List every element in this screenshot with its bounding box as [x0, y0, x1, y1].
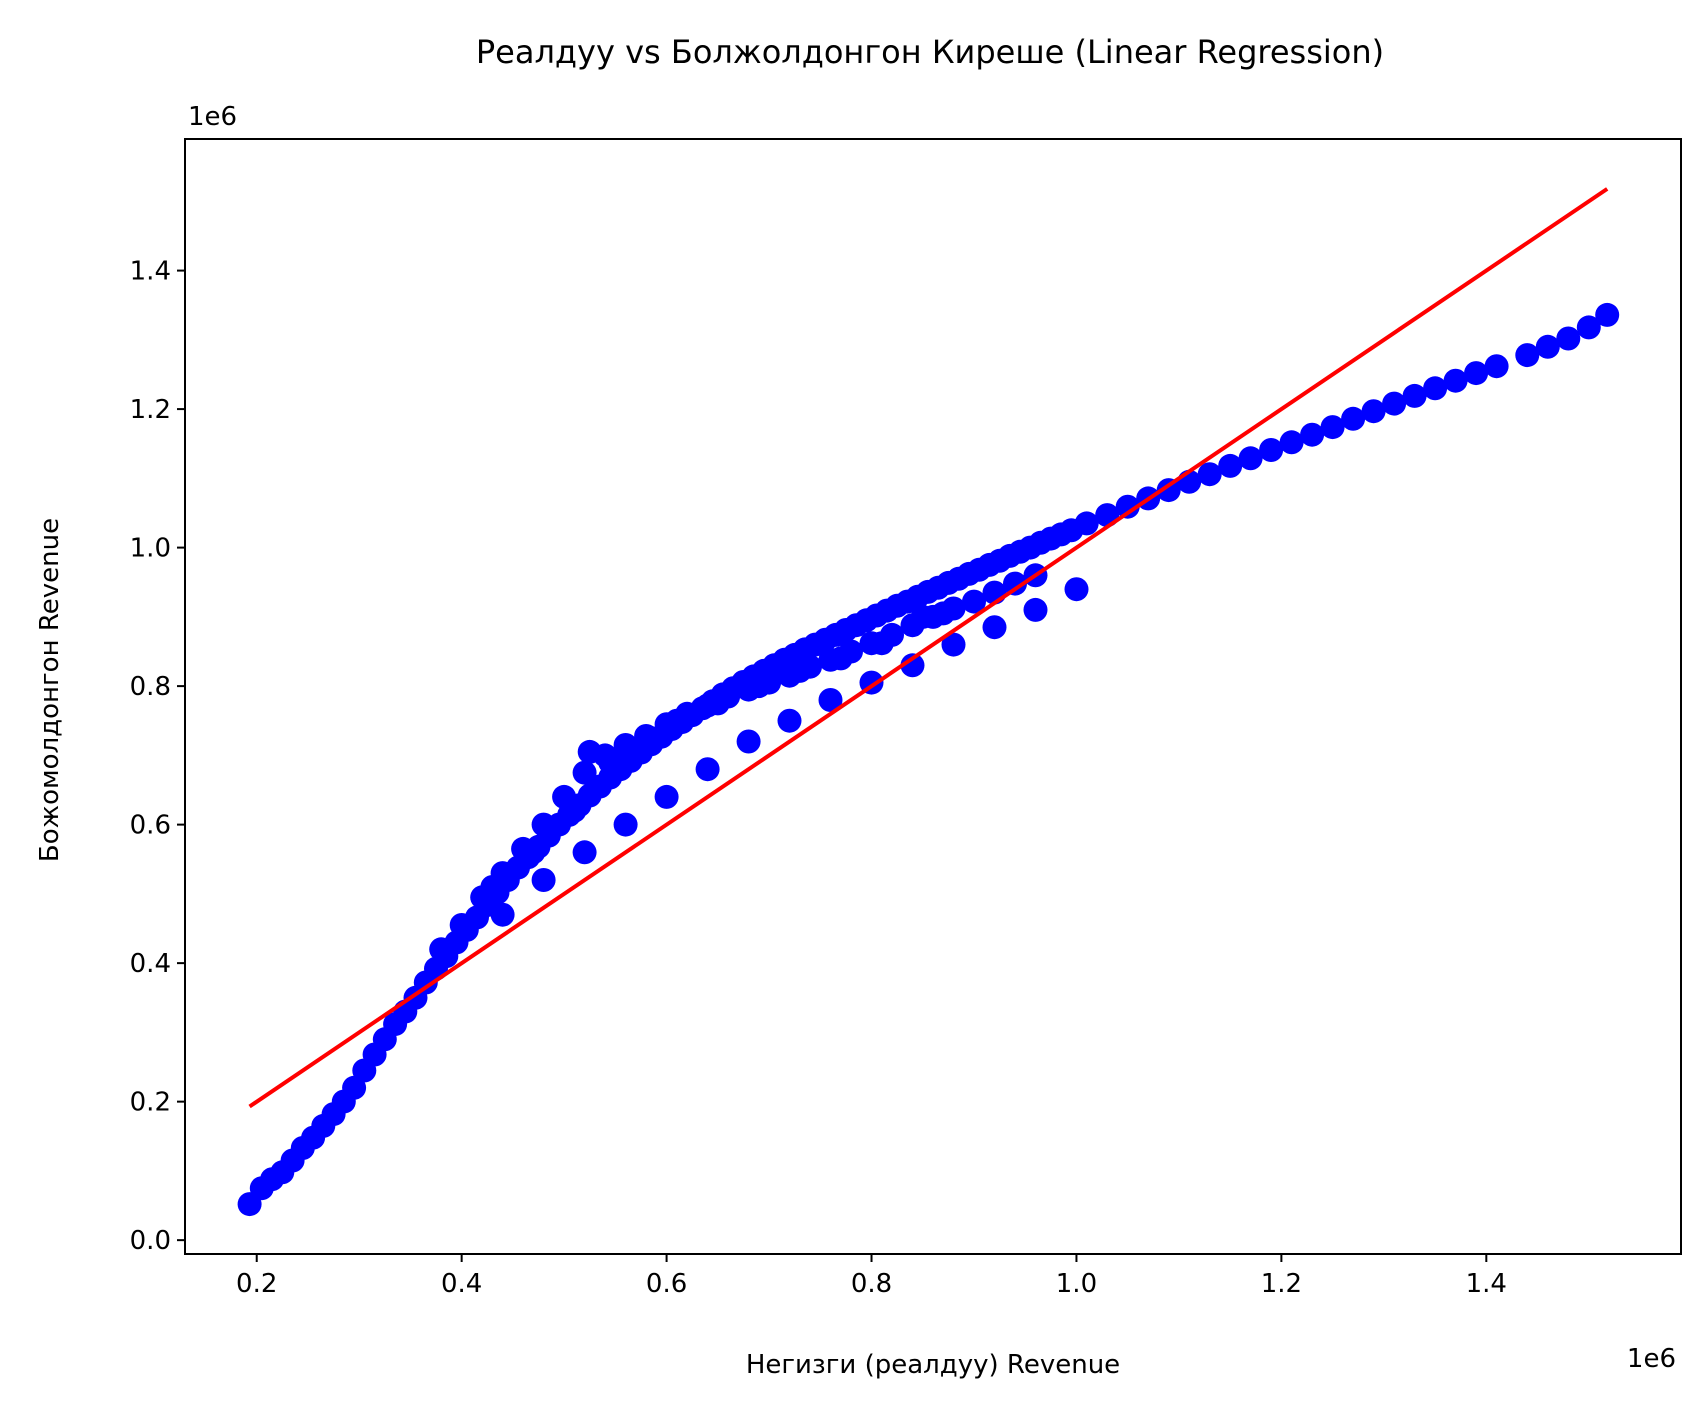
scatter-point: [1279, 430, 1304, 455]
scatter-point: [1464, 361, 1489, 386]
scatter-point: [618, 739, 643, 764]
regression-line: [248, 187, 1609, 1109]
scatter-point: [1320, 415, 1345, 440]
y-tick-label: 0.4: [130, 949, 171, 979]
x-offset-label: 1e6: [1627, 1344, 1676, 1374]
x-tick-label: 0.4: [441, 1269, 482, 1299]
scatter-point: [910, 604, 935, 629]
y-tick-label: 1.2: [130, 395, 171, 425]
scatter-point: [736, 729, 761, 754]
x-axis-label: Негизги (реалдуу) Revenue: [746, 1350, 1120, 1380]
scatter-point: [695, 757, 720, 782]
scatter-point: [1382, 391, 1407, 416]
y-tick-label: 0.0: [130, 1226, 171, 1256]
scatter-point: [1423, 376, 1448, 401]
scatter-point: [577, 739, 602, 764]
y-tick-label: 1.4: [130, 257, 171, 287]
scatter-point: [429, 937, 454, 962]
scatter-point: [613, 812, 638, 837]
scatter-point: [1115, 494, 1140, 519]
scatter-point: [521, 840, 546, 865]
scatter-point: [1515, 343, 1540, 368]
scatter-point: [1300, 422, 1325, 447]
scatter-point: [572, 840, 597, 865]
scatter-point: [664, 708, 689, 733]
scatter-point: [598, 750, 623, 775]
scatter-point: [1535, 334, 1560, 359]
scatter-point: [1484, 354, 1509, 379]
scatter-point: [818, 688, 843, 712]
scatter-point: [962, 589, 986, 614]
scatter-point: [562, 798, 587, 823]
scatter-point: [746, 674, 771, 699]
scatter-point: [480, 875, 505, 899]
scatter-point: [1003, 571, 1027, 596]
chart-title: Реалдуу vs Болжолдонгон Киреше (Linear R…: [476, 33, 1384, 71]
scatter-point: [787, 658, 812, 683]
scatter-point: [869, 631, 894, 656]
scatter-point: [1443, 368, 1468, 393]
scatter-point: [490, 902, 515, 927]
axes-frame: [184, 138, 1682, 1255]
scatter-point: [828, 646, 853, 671]
y-tick-label: 0.6: [130, 811, 171, 841]
scatter-point: [654, 784, 679, 809]
x-tick-label: 0.6: [646, 1269, 687, 1299]
scatter-point: [639, 726, 664, 751]
scatter-point: [572, 760, 597, 785]
x-tick-label: 0.2: [236, 1269, 277, 1299]
scatter-point: [982, 615, 1007, 640]
scatter-point: [1197, 462, 1222, 487]
scatter-point: [531, 812, 556, 837]
y-tick-label: 1.0: [130, 534, 171, 564]
y-tick-label: 0.2: [130, 1088, 171, 1118]
scatter-point: [1156, 478, 1181, 503]
scatter-point: [1023, 597, 1048, 622]
plot-area: [237, 187, 1620, 1217]
scatter-point: [1576, 315, 1601, 340]
scatter-point: [931, 601, 956, 626]
scatter-point: [1074, 511, 1099, 536]
scatter-point: [705, 691, 730, 716]
axis-ticks: 0.2 0.4 0.6 0.8 1.0 1.2 1.4 0.0 0.2 0.4 0.6 0.8 1.0 1…: [130, 257, 1507, 1299]
scatter-point: [1218, 453, 1243, 478]
scatter-point: [1064, 577, 1089, 602]
x-tick-label: 0.8: [851, 1269, 892, 1299]
x-tick-label: 1.4: [1466, 1269, 1507, 1299]
y-offset-label: 1e6: [188, 102, 237, 132]
y-axis-label: Божомолдонгон Revenue: [35, 518, 65, 862]
scatter-point: [1402, 383, 1427, 408]
scatter-point: [1361, 399, 1386, 424]
scatter-point: [1259, 438, 1284, 462]
x-tick-label: 1.0: [1056, 1269, 1097, 1299]
scatter-point: [900, 653, 925, 678]
scatter-point: [449, 913, 474, 937]
scatter-point: [1341, 406, 1366, 431]
scatter-point: [342, 1075, 367, 1100]
y-tick-label: 0.8: [130, 672, 171, 702]
x-tick-label: 1.2: [1261, 1269, 1302, 1299]
scatter-point: [531, 868, 556, 892]
scatter-point: [1238, 446, 1263, 471]
scatter-point: [777, 708, 802, 733]
scatter-point: [941, 632, 966, 657]
scatter-point: [1595, 302, 1620, 327]
scatter-point: [1556, 326, 1581, 351]
